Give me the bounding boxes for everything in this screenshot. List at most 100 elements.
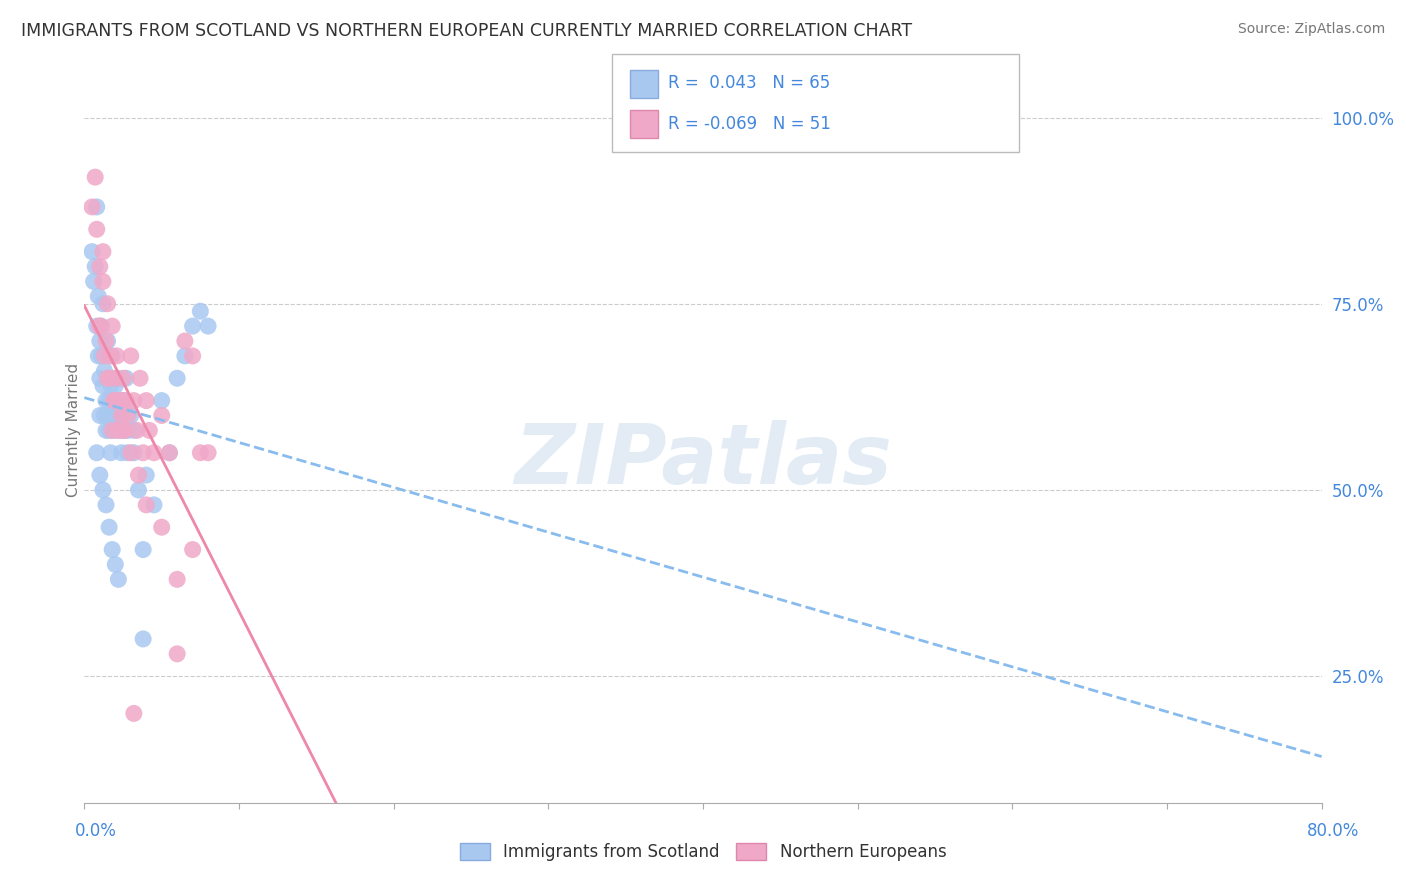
Point bbox=[91, 297, 114, 311]
Point bbox=[120, 446, 142, 460]
Point bbox=[103, 393, 125, 408]
Point bbox=[181, 349, 204, 363]
Point bbox=[110, 409, 132, 423]
Text: R =  0.043   N = 65: R = 0.043 N = 65 bbox=[668, 74, 830, 92]
Point bbox=[122, 393, 145, 408]
Point bbox=[93, 364, 115, 378]
Point bbox=[89, 468, 111, 483]
Point bbox=[107, 424, 129, 438]
Point bbox=[143, 498, 166, 512]
Point bbox=[166, 647, 188, 661]
Point bbox=[105, 349, 128, 363]
Point bbox=[135, 468, 157, 483]
Point bbox=[84, 260, 107, 274]
Point bbox=[105, 371, 128, 385]
Point bbox=[174, 349, 197, 363]
Point bbox=[108, 393, 131, 408]
Point bbox=[94, 393, 117, 408]
Point bbox=[83, 274, 105, 288]
Point bbox=[103, 424, 125, 438]
Legend: Immigrants from Scotland, Northern Europeans: Immigrants from Scotland, Northern Europ… bbox=[454, 838, 952, 866]
Point bbox=[166, 371, 188, 385]
Point bbox=[166, 573, 188, 587]
Point bbox=[86, 222, 108, 236]
Point bbox=[101, 409, 124, 423]
Text: ZIPatlas: ZIPatlas bbox=[515, 419, 891, 500]
Point bbox=[138, 424, 160, 438]
Point bbox=[159, 446, 180, 460]
Point bbox=[89, 319, 111, 334]
Point bbox=[115, 371, 138, 385]
Point bbox=[86, 446, 108, 460]
Point bbox=[96, 371, 118, 385]
Point bbox=[112, 393, 135, 408]
Text: R = -0.069   N = 51: R = -0.069 N = 51 bbox=[668, 115, 831, 133]
Point bbox=[150, 409, 173, 423]
Point bbox=[101, 349, 124, 363]
Point bbox=[93, 409, 115, 423]
Point bbox=[100, 446, 122, 460]
Point bbox=[96, 297, 118, 311]
Point bbox=[122, 424, 145, 438]
Point bbox=[174, 334, 197, 348]
Point bbox=[127, 468, 149, 483]
Point bbox=[122, 446, 145, 460]
Point bbox=[107, 393, 129, 408]
Point bbox=[86, 200, 108, 214]
Y-axis label: Currently Married: Currently Married bbox=[66, 363, 80, 498]
Point bbox=[91, 274, 114, 288]
Point bbox=[120, 409, 142, 423]
Point bbox=[114, 424, 136, 438]
Point bbox=[98, 393, 121, 408]
Point bbox=[89, 334, 111, 348]
Point bbox=[89, 371, 111, 385]
Point bbox=[89, 409, 111, 423]
Point bbox=[125, 424, 148, 438]
Point bbox=[89, 260, 111, 274]
Point bbox=[117, 446, 139, 460]
Point bbox=[132, 446, 155, 460]
Point bbox=[110, 393, 132, 408]
Point bbox=[101, 319, 124, 334]
Point bbox=[98, 520, 121, 534]
Point bbox=[188, 446, 211, 460]
Point bbox=[82, 200, 104, 214]
Point bbox=[96, 334, 118, 348]
Point bbox=[150, 520, 173, 534]
Point bbox=[132, 632, 155, 646]
Point bbox=[104, 378, 127, 392]
Point bbox=[86, 319, 108, 334]
Point bbox=[197, 319, 219, 334]
Point bbox=[135, 393, 157, 408]
Point bbox=[150, 393, 173, 408]
Point bbox=[181, 542, 204, 557]
Point bbox=[115, 393, 138, 408]
Point bbox=[98, 371, 121, 385]
Point bbox=[104, 371, 127, 385]
Point bbox=[117, 409, 139, 423]
Point bbox=[91, 483, 114, 497]
Point bbox=[110, 446, 132, 460]
Point bbox=[100, 349, 122, 363]
Point bbox=[93, 349, 115, 363]
Point bbox=[135, 498, 157, 512]
Point bbox=[197, 446, 219, 460]
Point bbox=[107, 573, 129, 587]
Point bbox=[104, 409, 127, 423]
Text: 80.0%: 80.0% bbox=[1306, 822, 1360, 840]
Point bbox=[101, 424, 124, 438]
Point bbox=[132, 542, 155, 557]
Point bbox=[94, 334, 117, 348]
Point bbox=[82, 244, 104, 259]
Point bbox=[112, 424, 135, 438]
Point bbox=[120, 349, 142, 363]
Point bbox=[89, 319, 111, 334]
Point bbox=[91, 244, 114, 259]
Point bbox=[159, 446, 180, 460]
Point bbox=[108, 409, 131, 423]
Point bbox=[96, 371, 118, 385]
Point bbox=[90, 319, 112, 334]
Point bbox=[91, 378, 114, 392]
Point bbox=[90, 349, 112, 363]
Point bbox=[104, 393, 127, 408]
